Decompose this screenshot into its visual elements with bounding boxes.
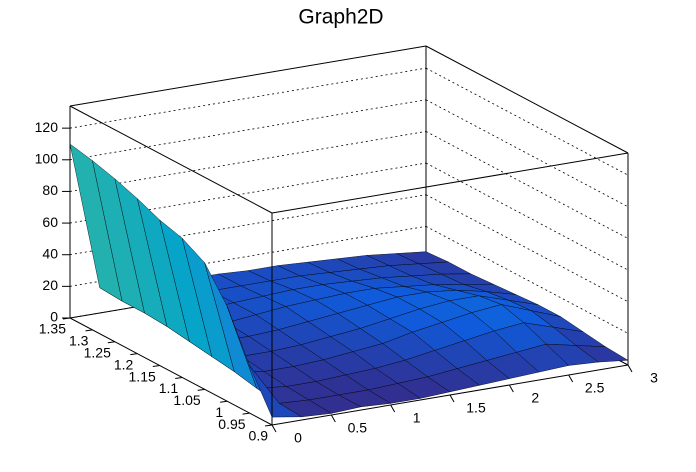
- y-tick-label: 1.1: [159, 380, 179, 396]
- y-tick-label: 1.3: [69, 333, 89, 349]
- y-tick-label: 1.35: [39, 321, 66, 337]
- grid-line: [425, 194, 629, 303]
- box-edge: [69, 45, 427, 107]
- grid-line: [69, 67, 427, 129]
- y-tick: [220, 400, 228, 403]
- x-tick: [330, 414, 336, 423]
- z-tick-label: 20: [42, 277, 58, 293]
- grid-line: [425, 99, 629, 208]
- x-tick: [390, 404, 396, 413]
- y-tick: [175, 376, 183, 379]
- y-tick: [242, 412, 250, 415]
- x-tick: [449, 394, 455, 403]
- x-tick: [508, 384, 514, 393]
- x-tick-label: 0: [294, 430, 302, 446]
- x-tick: [627, 364, 633, 373]
- grid-line: [425, 162, 629, 271]
- y-tick: [197, 388, 205, 391]
- grid-line: [69, 99, 427, 161]
- chart-title: Graph2D: [298, 6, 383, 29]
- z-tick-label: 40: [42, 245, 58, 261]
- z-tick-label: 0: [50, 309, 58, 325]
- box-edge: [271, 152, 629, 214]
- box-edge: [425, 45, 629, 154]
- y-tick-label: 0.95: [218, 416, 245, 432]
- y-tick-label: 1.15: [129, 368, 156, 384]
- box-edge: [69, 317, 273, 426]
- y-tick: [264, 424, 273, 427]
- y-tick: [62, 317, 71, 320]
- x-tick-label: 0.5: [348, 420, 368, 436]
- x-tick-label: 1: [413, 410, 421, 426]
- z-tick-label: 120: [35, 119, 59, 135]
- x-tick-label: 3: [650, 370, 658, 386]
- surface-cell: [249, 365, 303, 418]
- grid-line: [425, 67, 629, 176]
- x-tick: [568, 374, 574, 383]
- y-tick-label: 1.25: [84, 344, 111, 360]
- y-tick: [130, 353, 138, 356]
- x-tick: [271, 424, 277, 433]
- z-tick-label: 100: [35, 150, 59, 166]
- y-tick: [107, 341, 115, 344]
- y-tick-label: 1: [215, 404, 223, 420]
- x-tick-label: 1.5: [466, 400, 486, 416]
- box-edge: [69, 105, 273, 214]
- y-tick-label: 1.05: [173, 392, 200, 408]
- grid-line: [425, 131, 629, 239]
- z-tick-label: 60: [42, 214, 58, 230]
- grid-line: [69, 131, 427, 192]
- x-tick-label: 2.5: [585, 380, 605, 396]
- grid-line: [425, 226, 629, 334]
- z-tick-label: 80: [42, 182, 58, 198]
- y-tick-label: 0.9: [249, 428, 269, 444]
- x-tick-label: 2: [531, 390, 539, 406]
- y-tick-label: 1.2: [114, 356, 134, 372]
- y-tick: [152, 365, 160, 368]
- y-tick: [85, 329, 93, 332]
